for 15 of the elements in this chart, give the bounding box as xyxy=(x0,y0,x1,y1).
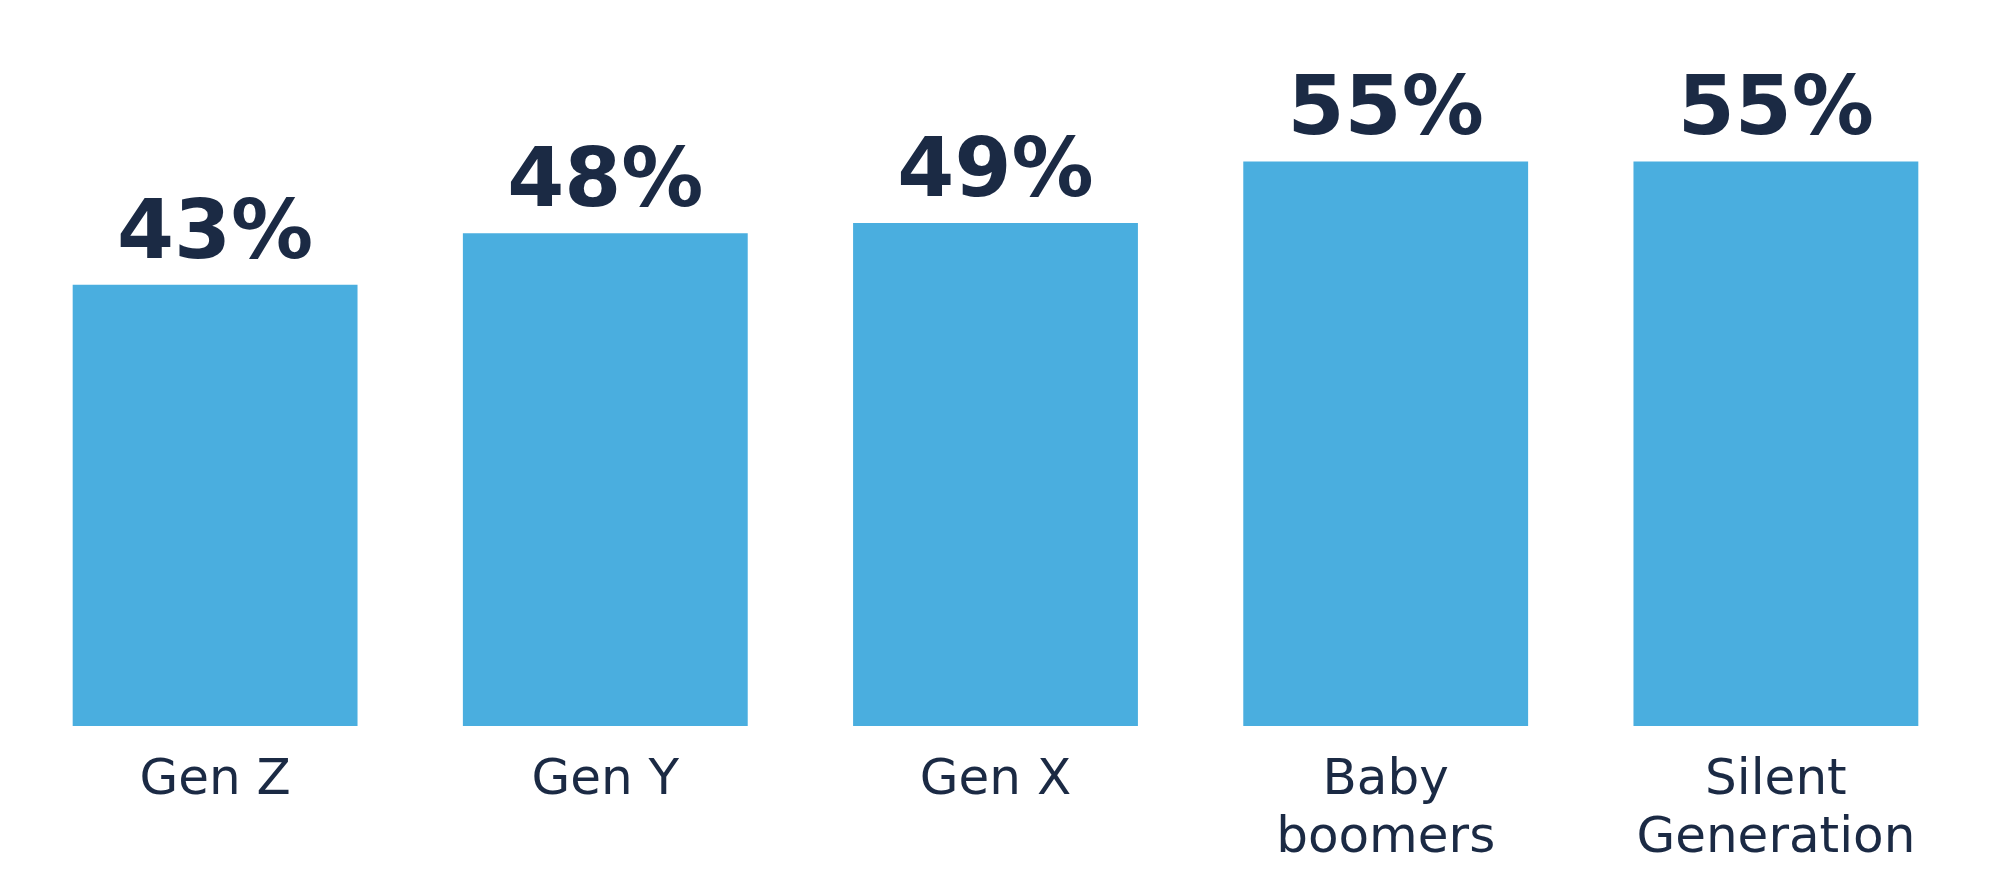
data-label: 49% xyxy=(897,120,1094,216)
x-tick-label: Gen X xyxy=(919,748,1072,807)
data-label: 43% xyxy=(116,181,314,277)
data-label: 55% xyxy=(1287,58,1484,154)
bar xyxy=(462,233,748,727)
x-tick-label: Gen Z xyxy=(139,748,291,807)
bar xyxy=(853,223,1138,727)
bar xyxy=(1243,161,1529,727)
data-label: 55% xyxy=(1677,58,1875,154)
data-label: 48% xyxy=(507,130,704,226)
x-tick-label: Gen Y xyxy=(531,748,680,807)
x-tick-label: Silent Generation xyxy=(1636,748,1916,865)
bar xyxy=(72,284,358,727)
bar xyxy=(1633,161,1919,727)
x-tick-label: Baby boomers xyxy=(1276,748,1496,865)
